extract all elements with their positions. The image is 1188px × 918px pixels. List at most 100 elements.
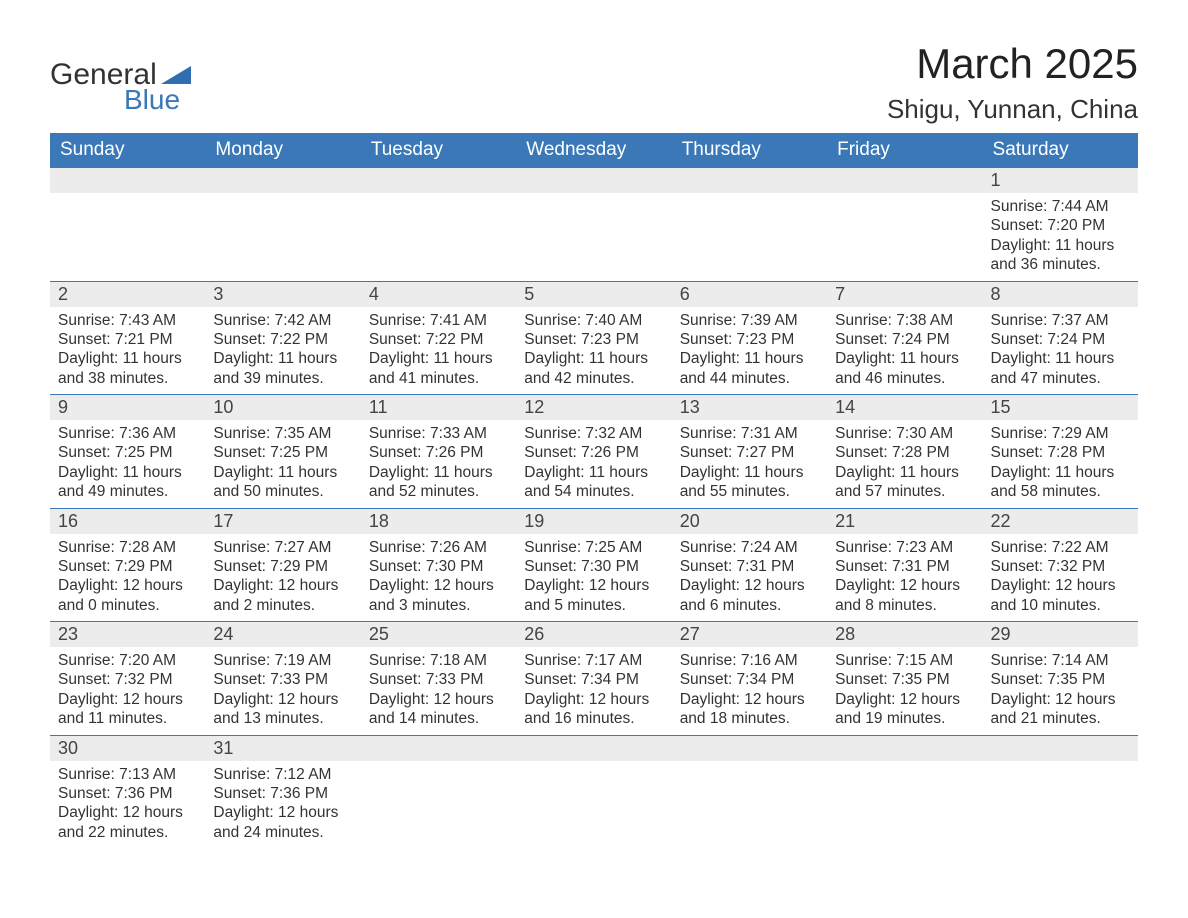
day-detail-cell: Sunrise: 7:35 AMSunset: 7:25 PMDaylight:…	[205, 420, 360, 508]
sunrise-text: Sunrise: 7:26 AM	[369, 538, 508, 557]
day-number-cell: 1	[983, 168, 1138, 194]
daylight-text-1: Daylight: 11 hours	[991, 349, 1130, 368]
daylight-text-1: Daylight: 12 hours	[524, 576, 663, 595]
day-number-cell	[516, 168, 671, 194]
day-number-row: 2345678	[50, 281, 1138, 307]
day-number-cell: 8	[983, 281, 1138, 307]
daylight-text-2: and 14 minutes.	[369, 709, 508, 728]
daylight-text-1: Daylight: 12 hours	[58, 803, 197, 822]
daylight-text-1: Daylight: 12 hours	[213, 690, 352, 709]
sunrise-text: Sunrise: 7:29 AM	[991, 424, 1130, 443]
day-detail-cell	[516, 761, 671, 849]
daylight-text-1: Daylight: 11 hours	[524, 349, 663, 368]
weekday-header: Thursday	[672, 133, 827, 168]
daylight-text-1: Daylight: 11 hours	[991, 463, 1130, 482]
daylight-text-2: and 50 minutes.	[213, 482, 352, 501]
day-number-cell: 15	[983, 395, 1138, 421]
sunset-text: Sunset: 7:30 PM	[524, 557, 663, 576]
day-number-cell	[827, 735, 982, 761]
sunrise-text: Sunrise: 7:28 AM	[58, 538, 197, 557]
daylight-text-1: Daylight: 11 hours	[369, 349, 508, 368]
daylight-text-2: and 42 minutes.	[524, 369, 663, 388]
day-detail-row: Sunrise: 7:20 AMSunset: 7:32 PMDaylight:…	[50, 647, 1138, 735]
daylight-text-2: and 19 minutes.	[835, 709, 974, 728]
daylight-text-1: Daylight: 11 hours	[835, 463, 974, 482]
brand-logo: General Blue	[50, 40, 191, 116]
brand-part2: Blue	[124, 84, 180, 116]
day-detail-cell: Sunrise: 7:15 AMSunset: 7:35 PMDaylight:…	[827, 647, 982, 735]
sunset-text: Sunset: 7:22 PM	[369, 330, 508, 349]
daylight-text-1: Daylight: 12 hours	[835, 576, 974, 595]
daylight-text-2: and 11 minutes.	[58, 709, 197, 728]
daylight-text-1: Daylight: 12 hours	[680, 576, 819, 595]
sunset-text: Sunset: 7:29 PM	[58, 557, 197, 576]
sunrise-text: Sunrise: 7:33 AM	[369, 424, 508, 443]
day-number-cell: 2	[50, 281, 205, 307]
sunrise-text: Sunrise: 7:14 AM	[991, 651, 1130, 670]
sunrise-text: Sunrise: 7:31 AM	[680, 424, 819, 443]
daylight-text-2: and 46 minutes.	[835, 369, 974, 388]
sunrise-text: Sunrise: 7:38 AM	[835, 311, 974, 330]
day-number-cell	[361, 168, 516, 194]
sunrise-text: Sunrise: 7:17 AM	[524, 651, 663, 670]
day-detail-cell	[827, 193, 982, 281]
sunset-text: Sunset: 7:21 PM	[58, 330, 197, 349]
day-number-cell: 23	[50, 622, 205, 648]
sunrise-text: Sunrise: 7:16 AM	[680, 651, 819, 670]
day-number-cell	[983, 735, 1138, 761]
day-detail-cell: Sunrise: 7:17 AMSunset: 7:34 PMDaylight:…	[516, 647, 671, 735]
daylight-text-1: Daylight: 11 hours	[991, 236, 1130, 255]
sunset-text: Sunset: 7:27 PM	[680, 443, 819, 462]
day-number-row: 3031	[50, 735, 1138, 761]
calendar-table: Sunday Monday Tuesday Wednesday Thursday…	[50, 133, 1138, 848]
daylight-text-2: and 16 minutes.	[524, 709, 663, 728]
daylight-text-2: and 57 minutes.	[835, 482, 974, 501]
daylight-text-1: Daylight: 12 hours	[991, 690, 1130, 709]
day-detail-cell	[516, 193, 671, 281]
sunrise-text: Sunrise: 7:27 AM	[213, 538, 352, 557]
day-detail-cell: Sunrise: 7:31 AMSunset: 7:27 PMDaylight:…	[672, 420, 827, 508]
sunrise-text: Sunrise: 7:42 AM	[213, 311, 352, 330]
sunset-text: Sunset: 7:35 PM	[835, 670, 974, 689]
sunset-text: Sunset: 7:28 PM	[835, 443, 974, 462]
sunrise-text: Sunrise: 7:41 AM	[369, 311, 508, 330]
day-number-cell: 31	[205, 735, 360, 761]
sunset-text: Sunset: 7:31 PM	[680, 557, 819, 576]
sunset-text: Sunset: 7:22 PM	[213, 330, 352, 349]
daylight-text-1: Daylight: 12 hours	[369, 690, 508, 709]
daylight-text-1: Daylight: 12 hours	[991, 576, 1130, 595]
sunrise-text: Sunrise: 7:24 AM	[680, 538, 819, 557]
weekday-header-row: Sunday Monday Tuesday Wednesday Thursday…	[50, 133, 1138, 168]
day-number-cell	[361, 735, 516, 761]
day-detail-cell: Sunrise: 7:24 AMSunset: 7:31 PMDaylight:…	[672, 534, 827, 622]
daylight-text-1: Daylight: 12 hours	[213, 803, 352, 822]
daylight-text-1: Daylight: 12 hours	[835, 690, 974, 709]
day-number-cell: 18	[361, 508, 516, 534]
day-detail-cell: Sunrise: 7:38 AMSunset: 7:24 PMDaylight:…	[827, 307, 982, 395]
day-number-cell: 4	[361, 281, 516, 307]
day-detail-cell: Sunrise: 7:39 AMSunset: 7:23 PMDaylight:…	[672, 307, 827, 395]
day-number-cell: 5	[516, 281, 671, 307]
sunset-text: Sunset: 7:26 PM	[524, 443, 663, 462]
daylight-text-2: and 24 minutes.	[213, 823, 352, 842]
day-number-cell: 11	[361, 395, 516, 421]
day-number-row: 23242526272829	[50, 622, 1138, 648]
daylight-text-2: and 58 minutes.	[991, 482, 1130, 501]
sunrise-text: Sunrise: 7:13 AM	[58, 765, 197, 784]
day-number-cell: 13	[672, 395, 827, 421]
sunrise-text: Sunrise: 7:19 AM	[213, 651, 352, 670]
day-detail-row: Sunrise: 7:43 AMSunset: 7:21 PMDaylight:…	[50, 307, 1138, 395]
daylight-text-2: and 21 minutes.	[991, 709, 1130, 728]
sunset-text: Sunset: 7:24 PM	[835, 330, 974, 349]
weekday-header: Saturday	[983, 133, 1138, 168]
weekday-header: Tuesday	[361, 133, 516, 168]
daylight-text-2: and 13 minutes.	[213, 709, 352, 728]
daylight-text-1: Daylight: 12 hours	[524, 690, 663, 709]
daylight-text-2: and 52 minutes.	[369, 482, 508, 501]
day-number-cell: 29	[983, 622, 1138, 648]
daylight-text-1: Daylight: 12 hours	[58, 690, 197, 709]
day-detail-cell	[983, 761, 1138, 849]
sunset-text: Sunset: 7:34 PM	[680, 670, 819, 689]
sunset-text: Sunset: 7:34 PM	[524, 670, 663, 689]
daylight-text-1: Daylight: 12 hours	[369, 576, 508, 595]
